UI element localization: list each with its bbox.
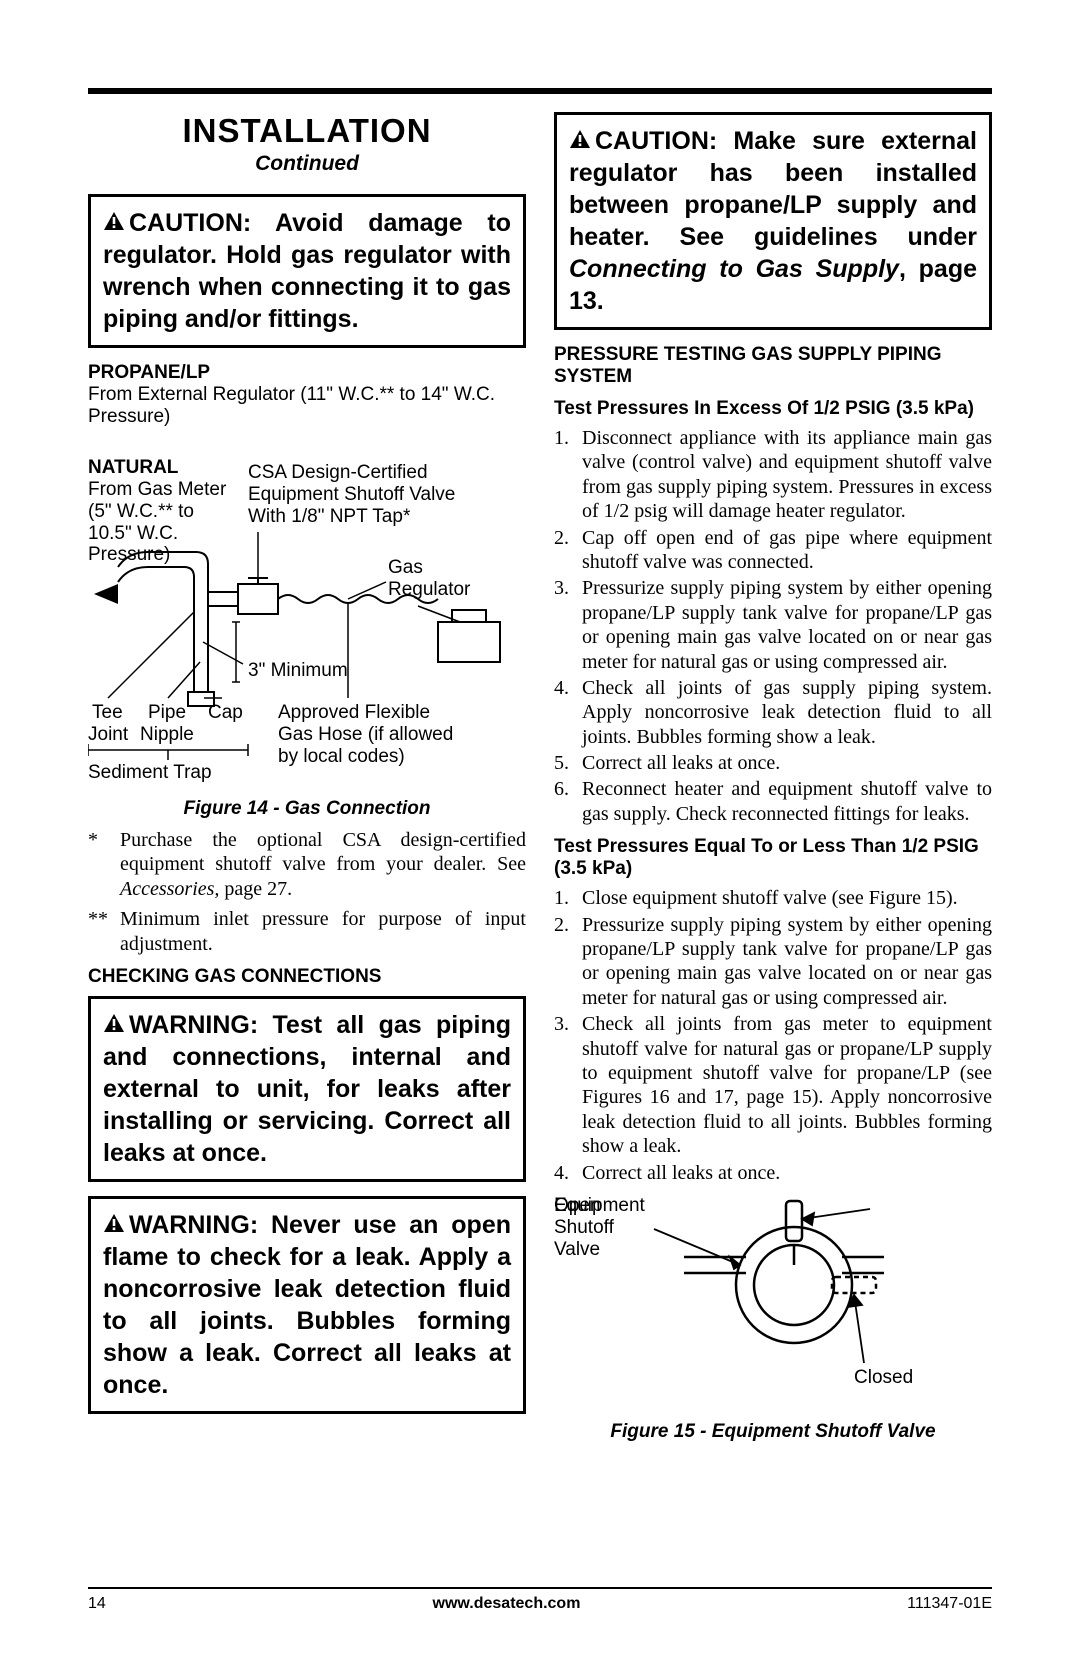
excess-item: Disconnect appliance with its appliance … bbox=[582, 426, 992, 524]
excess-list: Disconnect appliance with its appliance … bbox=[554, 426, 992, 826]
section-title: INSTALLATION bbox=[88, 112, 526, 150]
footnote-1-marker: * bbox=[88, 828, 112, 901]
less-list: Close equipment shutoff valve (see Figur… bbox=[554, 886, 992, 1185]
continued-label: Continued bbox=[88, 152, 526, 176]
less-item: Check all joints from gas meter to equip… bbox=[582, 1012, 992, 1158]
excess-item: Correct all leaks at once. bbox=[582, 751, 780, 775]
checking-gas-head: CHECKING GAS CONNECTIONS bbox=[88, 966, 526, 988]
fig15-open-label: Open bbox=[554, 1195, 600, 1217]
footnote-1-text: Purchase the optional CSA design-certifi… bbox=[120, 828, 526, 901]
pressure-testing-head: PRESSURE TESTING GAS SUPPLY PIPING SYSTE… bbox=[554, 344, 992, 388]
less-item: Close equipment shutoff valve (see Figur… bbox=[582, 886, 958, 910]
excess-item: Reconnect heater and equipment shutoff v… bbox=[582, 777, 992, 826]
excess-item: Cap off open end of gas pipe where equip… bbox=[582, 526, 992, 575]
warning-box-2: WARNING: Never use an open flame to chec… bbox=[88, 1196, 526, 1414]
warning-icon bbox=[103, 1209, 125, 1241]
less-item: Correct all leaks at once. bbox=[582, 1161, 780, 1185]
right-column: CAUTION: Make sure external regulator ha… bbox=[554, 112, 992, 1451]
page-number: 14 bbox=[88, 1595, 106, 1613]
footnote-1: * Purchase the optional CSA design-certi… bbox=[88, 828, 526, 901]
test-excess-head: Test Pressures In Excess Of 1/2 PSIG (3.… bbox=[554, 398, 992, 420]
figure-15-diagram: Equipment Shutoff Valve Open Closed bbox=[554, 1195, 992, 1415]
figure-14-svg bbox=[88, 362, 528, 792]
less-item: Pressurize supply piping system by eithe… bbox=[582, 913, 992, 1011]
warning-icon bbox=[103, 207, 125, 239]
figure-15-caption: Figure 15 - Equipment Shutoff Valve bbox=[554, 1421, 992, 1443]
test-less-head: Test Pressures Equal To or Less Than 1/2… bbox=[554, 836, 992, 880]
caution-1-text: CAUTION: Avoid damage to regulator. Hold… bbox=[103, 209, 511, 333]
doc-number: 111347-01E bbox=[907, 1595, 992, 1613]
warning-icon bbox=[569, 125, 591, 157]
warning-box-1: WARNING: Test all gas piping and connect… bbox=[88, 996, 526, 1182]
figure-14-caption: Figure 14 - Gas Connection bbox=[88, 798, 526, 820]
figure-14-diagram: PROPANE/LP From External Regulator (11" … bbox=[88, 362, 526, 792]
footnote-2-marker: ** bbox=[88, 907, 112, 956]
caution-box-2: CAUTION: Make sure external regulator ha… bbox=[554, 112, 992, 330]
two-column-layout: INSTALLATION Continued CAUTION: Avoid da… bbox=[88, 112, 992, 1451]
caution-2-text: CAUTION: Make sure external regulator ha… bbox=[569, 127, 977, 315]
top-rule bbox=[88, 88, 992, 94]
warning-1-text: WARNING: Test all gas piping and connect… bbox=[103, 1011, 511, 1167]
caution-box-1: CAUTION: Avoid damage to regulator. Hold… bbox=[88, 194, 526, 348]
fig15-closed-label: Closed bbox=[854, 1367, 913, 1389]
warning-icon bbox=[103, 1009, 125, 1041]
excess-item: Pressurize supply piping system by eithe… bbox=[582, 576, 992, 674]
footer-url: www.desatech.com bbox=[433, 1595, 581, 1613]
warning-2-text: WARNING: Never use an open flame to chec… bbox=[103, 1211, 511, 1399]
footnote-2: ** Minimum inlet pressure for purpose of… bbox=[88, 907, 526, 956]
footnote-2-text: Minimum inlet pressure for purpose of in… bbox=[120, 907, 526, 956]
excess-item: Check all joints of gas supply piping sy… bbox=[582, 676, 992, 749]
left-column: INSTALLATION Continued CAUTION: Avoid da… bbox=[88, 112, 526, 1451]
page-footer: 14 www.desatech.com 111347-01E bbox=[88, 1587, 992, 1613]
